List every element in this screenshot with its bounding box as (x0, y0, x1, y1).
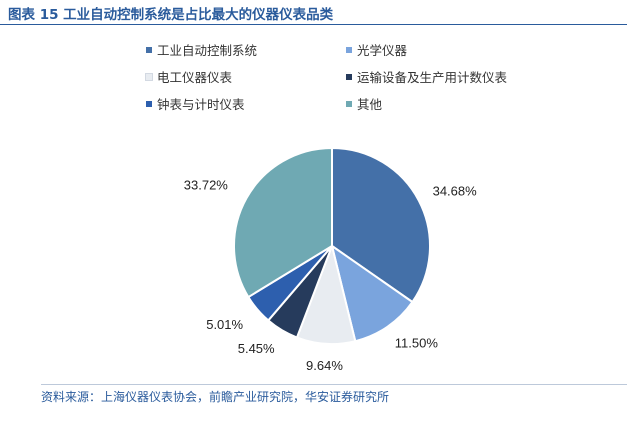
legend-label: 电工仪器仪表 (157, 70, 233, 85)
source-note: 资料来源：上海仪器仪表协会，前瞻产业研究院，华安证券研究所 (41, 390, 390, 404)
legend-item: 电工仪器仪表 (145, 67, 233, 86)
legend-swatch (146, 100, 152, 107)
legend-item: 钟表与计时仪表 (146, 94, 245, 113)
slice-data-label: 34.68% (433, 183, 478, 198)
figure-title: 图表 15 工业自动控制系统是占比最大的仪器仪表品类 (8, 7, 334, 23)
slice-data-label: 33.72% (184, 177, 229, 192)
legend-item: 光学仪器 (346, 40, 407, 59)
pie-slice (331, 146, 431, 304)
pie-chart: 34.68% 11.50% 9.64% 5.45% 5.01% 33.72% (184, 146, 478, 373)
slice-data-label: 5.01% (206, 317, 243, 332)
source-divider (41, 384, 627, 385)
legend-item: 其他 (346, 94, 382, 113)
legend-item: 工业自动控制系统 (146, 40, 257, 59)
legend-swatch (146, 46, 152, 53)
legend-item: 运输设备及生产用计数仪表 (346, 67, 507, 86)
legend-swatch (346, 46, 352, 53)
legend-swatch (346, 100, 352, 107)
legend-swatch (145, 72, 153, 81)
pie-slice (233, 146, 333, 299)
slice-data-label: 9.64% (306, 358, 343, 373)
legend-label: 工业自动控制系统 (157, 43, 258, 58)
legend-swatch (346, 73, 352, 80)
legend-label: 其他 (357, 97, 383, 112)
title-underline (0, 24, 627, 25)
legend-label: 钟表与计时仪表 (157, 97, 245, 112)
slice-data-label: 5.45% (238, 341, 275, 356)
slice-data-label: 11.50% (395, 335, 439, 350)
pie-slice (330, 243, 414, 343)
pie-chart-area: 34.68% 11.50% 9.64% 5.45% 5.01% 33.72% (0, 130, 627, 380)
legend-label: 光学仪器 (357, 43, 408, 58)
legend-label: 运输设备及生产用计数仪表 (357, 70, 508, 85)
